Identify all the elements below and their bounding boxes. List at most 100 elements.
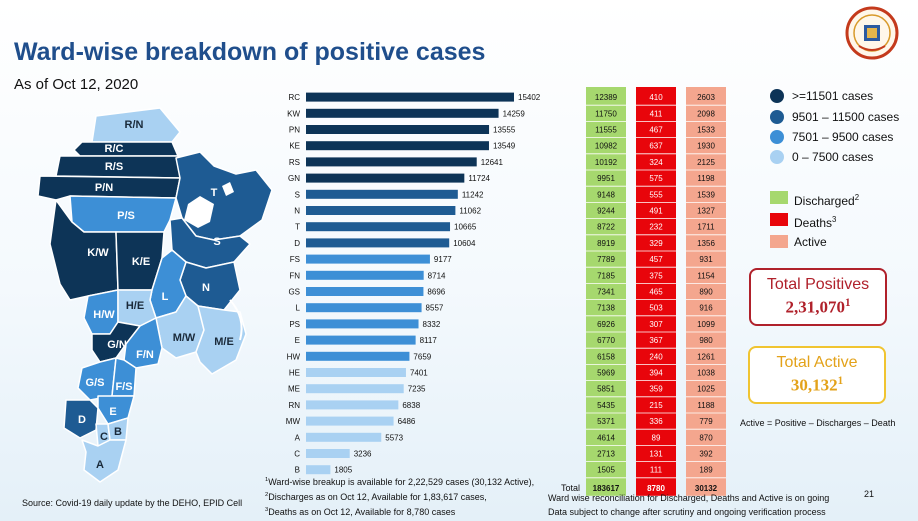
bar-category-label: KW — [287, 109, 300, 118]
ward-region-rn — [91, 107, 181, 143]
active-cell: 1038 — [697, 369, 715, 378]
total-active-label: Total Active — [776, 354, 858, 371]
deaths-cell: 457 — [649, 255, 663, 264]
bar — [306, 368, 406, 377]
bar-category-label: PN — [289, 126, 300, 135]
ward-label: C — [100, 431, 108, 443]
discharged-cell: 7341 — [597, 288, 615, 297]
ward-label: B — [114, 426, 122, 438]
discharged-cell: 5371 — [597, 417, 615, 426]
deaths-cell: 637 — [649, 142, 663, 151]
bar — [306, 335, 416, 345]
active-cell: 916 — [699, 304, 713, 313]
active-cell: 870 — [699, 433, 713, 442]
bar — [306, 465, 331, 475]
bar-value-label: 11724 — [468, 174, 490, 183]
ward-label: F/S — [115, 381, 132, 393]
active-cell: 1533 — [697, 126, 715, 135]
bar-category-label: T — [295, 223, 300, 232]
deaths-cell: 232 — [649, 223, 663, 232]
active-cell: 1025 — [697, 385, 715, 394]
bar-value-label: 13555 — [493, 126, 516, 135]
bar — [306, 400, 399, 410]
ward-label: K/E — [132, 256, 150, 268]
deaths-cell: 575 — [649, 174, 663, 183]
total-active-box: Total Active 30,1321 — [748, 346, 886, 404]
bar-value-label: 9177 — [434, 255, 452, 264]
ward-region-a — [81, 439, 127, 483]
ward-label: F/N — [136, 349, 154, 361]
ward-label: T — [211, 187, 218, 199]
bar-category-label: FN — [289, 271, 300, 280]
bar-value-label: 15402 — [518, 93, 541, 102]
footnote-text: Discharges as on Oct 12, Available for 1… — [268, 492, 487, 502]
active-cell: 1539 — [697, 190, 715, 199]
bar-category-label: A — [295, 433, 301, 442]
bar-value-label: 3236 — [354, 450, 372, 459]
legend-swatch — [770, 213, 788, 226]
ward-label: P/S — [117, 210, 135, 222]
ward-label: S — [213, 236, 220, 248]
ward-label: E — [109, 406, 116, 418]
bar-category-label: S — [295, 190, 300, 199]
ward-map: R/N R/C R/S P/N P/S T S K/W K/E N H/W H/… — [37, 107, 273, 483]
discharged-cell: 10982 — [595, 142, 618, 151]
bar-category-label: ME — [288, 385, 300, 394]
bar-category-label: KE — [289, 142, 300, 151]
deaths-cell: 89 — [652, 433, 661, 442]
footnote: 1Ward-wise breakup is available for 2,22… — [265, 477, 534, 487]
bar — [306, 108, 499, 118]
bar — [306, 189, 458, 199]
bar-value-label: 5573 — [385, 433, 403, 442]
active-cell: 931 — [699, 255, 713, 264]
legend-label: 7501 – 9500 cases — [792, 130, 894, 144]
discharged-cell: 8919 — [597, 239, 615, 248]
footnote-mark: 1 — [265, 477, 269, 483]
corporation-emblem-icon — [845, 6, 899, 60]
bar — [306, 287, 424, 296]
discharged-cell: 4614 — [597, 433, 615, 442]
bar — [306, 157, 477, 167]
ward-region-fs — [111, 357, 137, 397]
legend-footnote-mark: 2 — [854, 193, 860, 202]
ward-label: H/W — [93, 309, 115, 321]
page-subtitle: As of Oct 12, 2020 — [14, 76, 139, 93]
bar-value-label: 10665 — [454, 223, 477, 232]
deaths-cell: 324 — [649, 158, 663, 167]
bar-category-label: RS — [289, 158, 300, 167]
ward-label: H/E — [126, 300, 144, 312]
active-total: 30132 — [695, 484, 718, 493]
lake-shape — [184, 196, 214, 228]
discharged-cell: 6770 — [597, 336, 615, 345]
ward-label: M/W — [173, 332, 196, 344]
deaths-cell: 307 — [649, 320, 663, 329]
bar — [306, 416, 394, 426]
footnote: 3Deaths as on Oct 12, Available for 8,78… — [265, 507, 455, 517]
active-cell: 2603 — [697, 93, 715, 102]
deaths-cell: 131 — [649, 450, 663, 459]
active-cell: 890 — [699, 288, 713, 297]
deaths-cell: 465 — [649, 288, 663, 297]
bar — [306, 254, 430, 264]
ward-label: P/N — [95, 182, 113, 194]
discharged-column — [586, 87, 626, 496]
active-cell: 779 — [699, 417, 713, 426]
footnote-mark: 3 — [265, 507, 269, 513]
bar — [306, 432, 382, 442]
bar-value-label: 11062 — [459, 207, 481, 216]
active-cell: 1154 — [697, 271, 715, 280]
bar-value-label: 8696 — [427, 288, 445, 297]
total-active-value: 30,132 — [790, 375, 838, 395]
legend-swatch — [770, 235, 788, 248]
bar-category-label: GS — [288, 288, 300, 297]
bar-category-label: E — [295, 336, 300, 345]
legend-swatch — [770, 150, 784, 164]
deaths-cell: 503 — [649, 304, 663, 313]
active-cell: 1711 — [697, 223, 715, 232]
bar-category-label: RC — [288, 93, 300, 102]
bar — [306, 238, 450, 248]
bar — [306, 319, 419, 329]
bar-category-label: HE — [289, 369, 300, 378]
